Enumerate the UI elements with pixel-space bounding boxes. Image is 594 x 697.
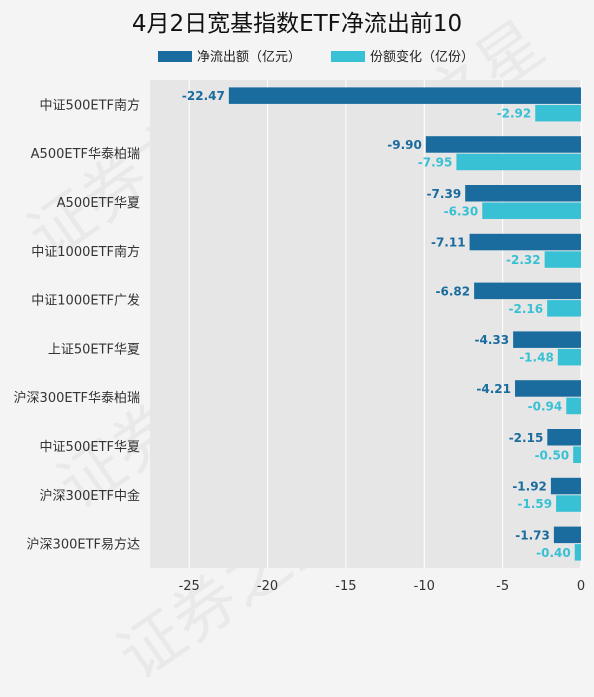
data-label: -4.33 [475,333,510,347]
data-label: -2.32 [506,253,541,267]
category-label: 中证1000ETF广发 [31,293,140,309]
data-label: -22.47 [182,89,225,103]
data-label: -1.59 [517,497,552,511]
category-label: 沪深300ETF华泰柏瑞 [14,390,140,406]
legend-label-share-change: 份额变化（亿份） [370,49,474,65]
x-tick-labels: -25 -20 -15 -10 -5 0 [179,579,586,594]
bar-share-change [566,397,581,415]
category-label: 中证500ETF华夏 [40,440,140,455]
data-label: -2.15 [509,431,544,445]
bar-share-change [573,446,581,463]
category-label: 沪深300ETF中金 [40,488,140,504]
category-label: 中证500ETF南方 [40,97,140,113]
legend: 净流出额（亿元） 份额变化（亿份） [158,49,474,65]
bar-net-outflow [547,429,581,446]
data-label: -4.21 [476,382,511,396]
bar-share-change [557,348,581,366]
bars: -22.47 -2.92 -9.90 -7.95 -7.39 -6.30 -7.11 -2.3… [182,87,582,561]
data-label: -0.94 [528,399,563,413]
bar-share-change [544,251,581,268]
bar-net-outflow [550,477,581,495]
bar-net-outflow [474,282,581,300]
x-tick-label: -20 [257,579,278,594]
data-label: -0.40 [536,546,571,560]
data-label: -1.73 [515,528,550,542]
data-label: -1.48 [519,351,554,365]
bar-share-change [535,104,581,122]
bar-net-outflow [425,136,581,153]
bar-net-outflow [513,331,581,348]
plot-area [150,80,581,568]
data-label: -2.92 [497,107,532,121]
data-label: -2.16 [509,302,544,316]
data-label: -7.39 [427,187,462,201]
x-tick-label: -25 [179,579,200,594]
bar-share-change [482,202,581,219]
data-label: -1.92 [512,480,547,494]
bar-share-change [574,544,581,561]
category-label: 中证1000ETF南方 [31,244,140,260]
category-label: 沪深300ETF易方达 [27,537,140,553]
bar-net-outflow [515,380,581,397]
data-label: -9.90 [387,138,422,152]
bar-share-change [556,495,581,512]
bar-chart: 4月2日宽基指数ETF净流出前10 净流出额（亿元） 份额变化（亿份） -22.… [14,11,586,594]
x-tick-label: -15 [335,579,356,594]
bar-net-outflow [553,526,581,544]
chart-title: 4月2日宽基指数ETF净流出前10 [132,11,462,37]
data-label: -6.30 [444,204,479,218]
data-label: -6.82 [436,284,471,298]
x-tick-label: -5 [496,579,509,594]
data-label: -7.95 [418,155,453,169]
category-label: A500ETF华夏 [57,196,140,211]
x-tick-label: -10 [414,579,435,594]
data-label: -0.50 [535,448,570,462]
legend-label-net-outflow: 净流出额（亿元） [197,50,301,65]
category-label: A500ETF华泰柏瑞 [31,147,140,162]
legend-swatch-net-outflow [158,51,192,62]
category-labels: 中证500ETF南方 A500ETF华泰柏瑞 A500ETF华夏中证1000ETF南… [14,97,140,552]
legend-swatch-share-change [331,51,365,62]
bar-net-outflow [465,185,581,202]
bar-share-change [547,300,581,317]
bar-net-outflow [469,233,581,251]
bar-net-outflow [228,87,582,104]
x-tick-label: 0 [577,579,585,594]
data-label: -7.11 [431,236,466,250]
bar-share-change [456,153,581,171]
category-label: 上证50ETF华夏 [48,342,140,357]
